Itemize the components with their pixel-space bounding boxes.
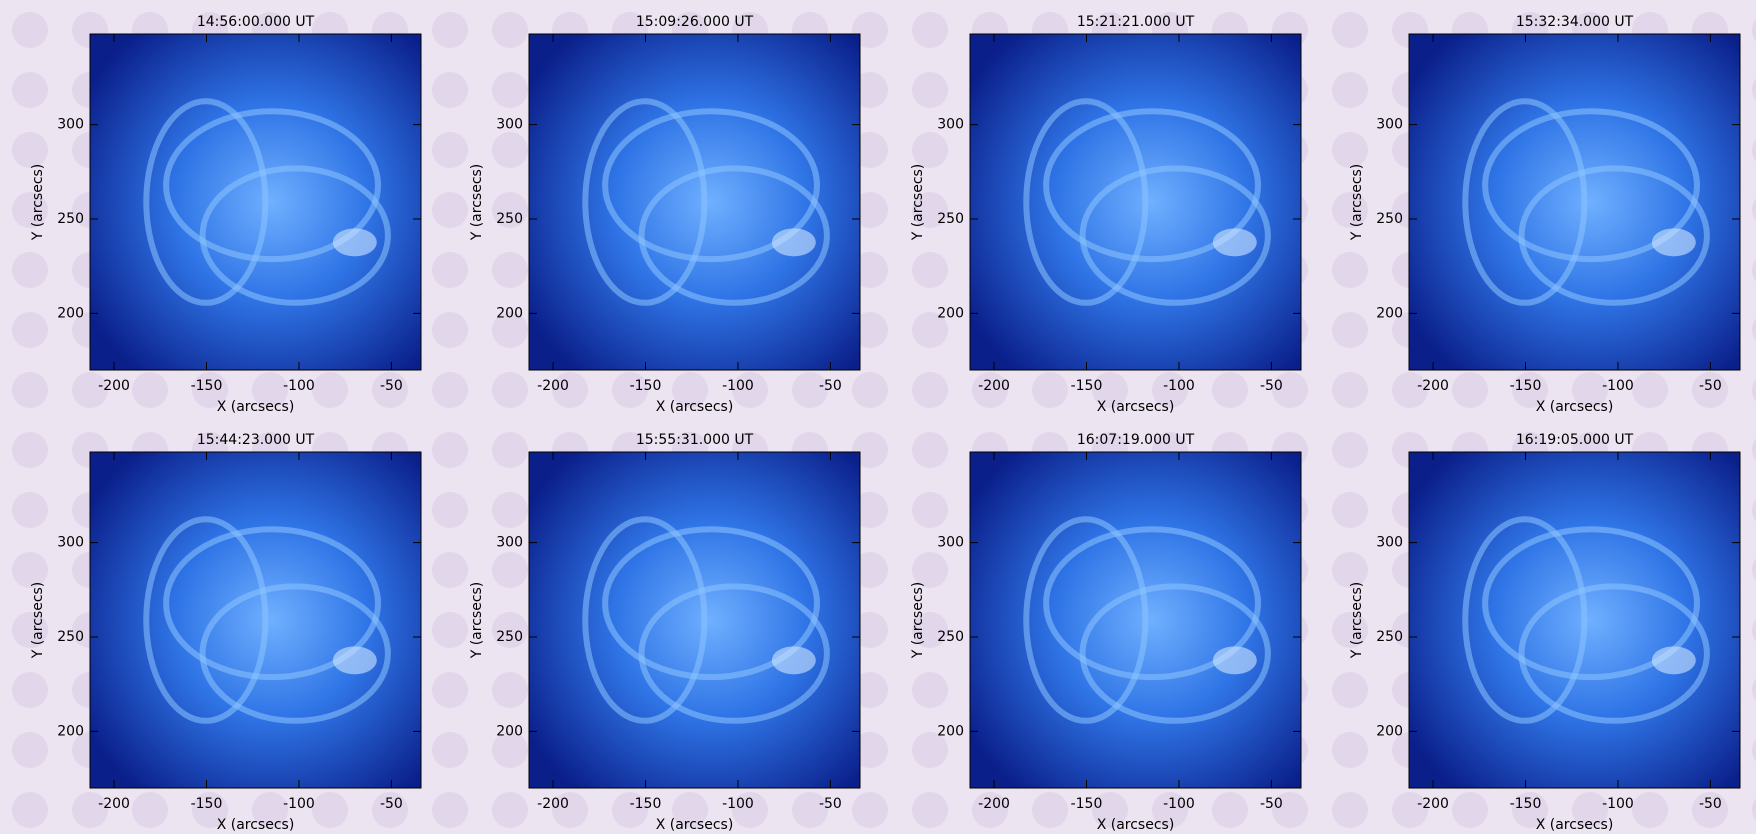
solar-image <box>90 452 421 788</box>
panel-title: 16:07:19.000 UT <box>1077 432 1195 448</box>
y-axis-label: Y (arcsecs) <box>910 582 926 660</box>
y-tick-label: 200 <box>937 305 964 321</box>
page: 14:56:00.000 UT X (arcsecs) Y (arcsecs) -20… <box>0 0 1756 834</box>
x-tick-label: -150 <box>630 378 662 394</box>
x-tick-label: -100 <box>1163 796 1195 812</box>
panel-title: 15:09:26.000 UT <box>636 14 754 30</box>
x-tick-label: -50 <box>380 378 403 394</box>
x-tick-label: -100 <box>283 378 315 394</box>
y-tick-label: 250 <box>496 629 523 645</box>
y-tick-label: 250 <box>57 211 84 227</box>
figure: 14:56:00.000 UT X (arcsecs) Y (arcsecs) -20… <box>0 0 1756 834</box>
x-tick-label: -100 <box>1163 378 1195 394</box>
solar-image <box>90 34 421 370</box>
x-tick-label: -200 <box>98 796 130 812</box>
x-tick-label: -200 <box>978 796 1010 812</box>
y-tick-label: 250 <box>937 211 964 227</box>
x-tick-label: -100 <box>283 796 315 812</box>
x-tick-label: -50 <box>1260 378 1283 394</box>
y-axis-label: Y (arcsecs) <box>910 164 926 242</box>
y-tick-label: 200 <box>937 723 964 739</box>
y-tick-label: 300 <box>496 535 523 551</box>
x-tick-label: -50 <box>819 378 842 394</box>
bright-region <box>1652 228 1696 256</box>
x-tick-label: -50 <box>819 796 842 812</box>
x-axis-label: X (arcsecs) <box>1536 817 1614 833</box>
x-axis-label: X (arcsecs) <box>1097 817 1175 833</box>
x-tick-label: -100 <box>1602 378 1634 394</box>
y-tick-label: 250 <box>1376 211 1403 227</box>
bright-region <box>772 228 816 256</box>
y-tick-label: 300 <box>1376 117 1403 133</box>
x-tick-label: -200 <box>98 378 130 394</box>
y-axis-label: Y (arcsecs) <box>469 164 485 242</box>
x-tick-label: -150 <box>1071 378 1103 394</box>
y-tick-label: 250 <box>57 629 84 645</box>
solar-image <box>529 34 860 370</box>
x-tick-label: -100 <box>722 378 754 394</box>
y-tick-label: 250 <box>937 629 964 645</box>
y-tick-label: 300 <box>937 117 964 133</box>
x-axis-label: X (arcsecs) <box>656 399 734 415</box>
solar-image <box>529 452 860 788</box>
panel-title: 14:56:00.000 UT <box>197 14 315 30</box>
bright-region <box>1652 646 1696 674</box>
x-tick-label: -150 <box>191 378 223 394</box>
x-tick-label: -200 <box>537 378 569 394</box>
y-axis-label: Y (arcsecs) <box>1349 582 1365 660</box>
x-tick-label: -50 <box>1699 378 1722 394</box>
y-tick-label: 200 <box>57 723 84 739</box>
bright-region <box>1213 646 1257 674</box>
x-tick-label: -100 <box>722 796 754 812</box>
y-tick-label: 300 <box>57 535 84 551</box>
y-tick-label: 200 <box>496 723 523 739</box>
y-tick-label: 200 <box>1376 305 1403 321</box>
solar-image <box>1409 34 1740 370</box>
y-tick-label: 300 <box>57 117 84 133</box>
bright-region <box>1213 228 1257 256</box>
solar-image <box>970 452 1301 788</box>
x-tick-label: -150 <box>1510 796 1542 812</box>
x-axis-label: X (arcsecs) <box>1536 399 1614 415</box>
y-tick-label: 200 <box>1376 723 1403 739</box>
bright-region <box>333 646 377 674</box>
y-tick-label: 300 <box>496 117 523 133</box>
x-tick-label: -50 <box>380 796 403 812</box>
x-tick-label: -200 <box>1417 796 1449 812</box>
x-tick-label: -150 <box>191 796 223 812</box>
x-tick-label: -50 <box>1699 796 1722 812</box>
y-tick-label: 200 <box>57 305 84 321</box>
x-tick-label: -150 <box>1071 796 1103 812</box>
bright-region <box>333 228 377 256</box>
solar-image <box>970 34 1301 370</box>
solar-image <box>1409 452 1740 788</box>
y-axis-label: Y (arcsecs) <box>30 164 46 242</box>
y-tick-label: 300 <box>937 535 964 551</box>
panel-title: 15:55:31.000 UT <box>636 432 754 448</box>
y-axis-label: Y (arcsecs) <box>469 582 485 660</box>
panel-title: 16:19:05.000 UT <box>1516 432 1634 448</box>
y-tick-label: 250 <box>496 211 523 227</box>
y-tick-label: 250 <box>1376 629 1403 645</box>
panel-title: 15:44:23.000 UT <box>197 432 315 448</box>
x-axis-label: X (arcsecs) <box>217 817 295 833</box>
x-axis-label: X (arcsecs) <box>1097 399 1175 415</box>
x-tick-label: -200 <box>537 796 569 812</box>
x-axis-label: X (arcsecs) <box>656 817 734 833</box>
x-axis-label: X (arcsecs) <box>217 399 295 415</box>
y-axis-label: Y (arcsecs) <box>1349 164 1365 242</box>
x-tick-label: -150 <box>1510 378 1542 394</box>
y-tick-label: 300 <box>1376 535 1403 551</box>
x-tick-label: -150 <box>630 796 662 812</box>
y-tick-label: 200 <box>496 305 523 321</box>
x-tick-label: -200 <box>978 378 1010 394</box>
y-axis-label: Y (arcsecs) <box>30 582 46 660</box>
x-tick-label: -200 <box>1417 378 1449 394</box>
x-tick-label: -100 <box>1602 796 1634 812</box>
panel-title: 15:32:34.000 UT <box>1516 14 1634 30</box>
panel-title: 15:21:21.000 UT <box>1077 14 1195 30</box>
x-tick-label: -50 <box>1260 796 1283 812</box>
bright-region <box>772 646 816 674</box>
